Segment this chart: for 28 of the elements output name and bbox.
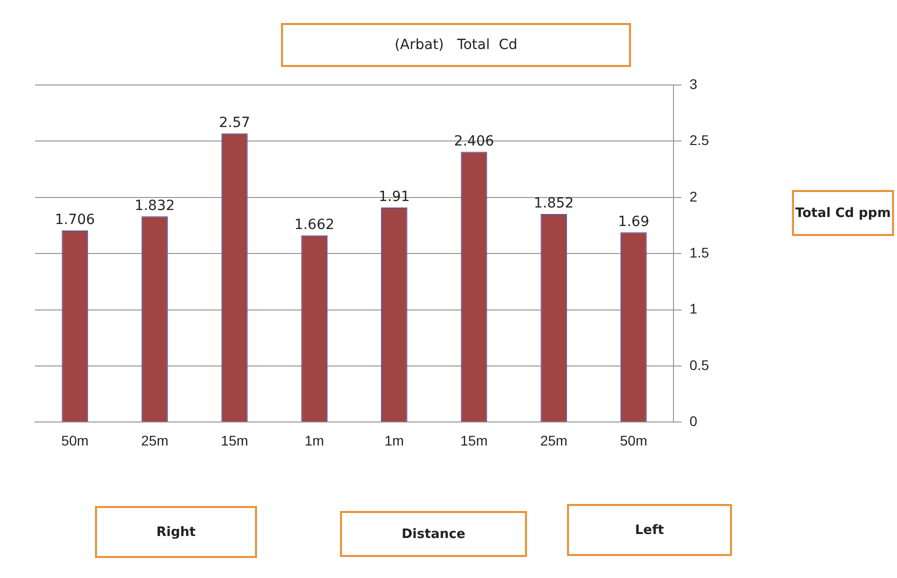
x-tick-label: 15m bbox=[460, 432, 488, 448]
text: Distance bbox=[340, 511, 527, 557]
chart-title: (Arbat) Total Cd bbox=[281, 23, 631, 67]
data-label: 1.706 bbox=[54, 212, 96, 228]
y-tick-label: 2 bbox=[690, 188, 698, 204]
y-tick-label: 3 bbox=[690, 76, 698, 92]
y-tick-label: 2.5 bbox=[690, 132, 710, 148]
data-label: 1.69 bbox=[618, 214, 650, 230]
x-tick-label: 50m bbox=[61, 432, 89, 448]
y-tick-label: 1 bbox=[690, 300, 698, 317]
x-tick-label: 15m bbox=[220, 432, 248, 448]
text: Left bbox=[567, 504, 732, 556]
y-tick-label: 0 bbox=[690, 413, 698, 430]
x-tick-label: 1m bbox=[304, 432, 324, 448]
y-tick-label: 1.5 bbox=[690, 244, 710, 260]
data-label: 1.832 bbox=[134, 198, 175, 214]
data-label: 1.91 bbox=[378, 189, 410, 206]
x-tick-label: 1m bbox=[384, 432, 404, 448]
data-label: 2.57 bbox=[218, 114, 250, 131]
x-tick-label: 25m bbox=[141, 432, 168, 448]
x-tick-label: 25m bbox=[540, 432, 568, 448]
text: Right bbox=[95, 506, 257, 558]
data-label: 1.662 bbox=[294, 217, 334, 234]
x-tick-label: 50m bbox=[620, 432, 648, 448]
data-label: 2.406 bbox=[454, 133, 494, 150]
text: Total Cd ppm bbox=[792, 190, 894, 236]
y-tick-label: 0.5 bbox=[690, 356, 710, 373]
data-label: 1.852 bbox=[534, 196, 574, 212]
